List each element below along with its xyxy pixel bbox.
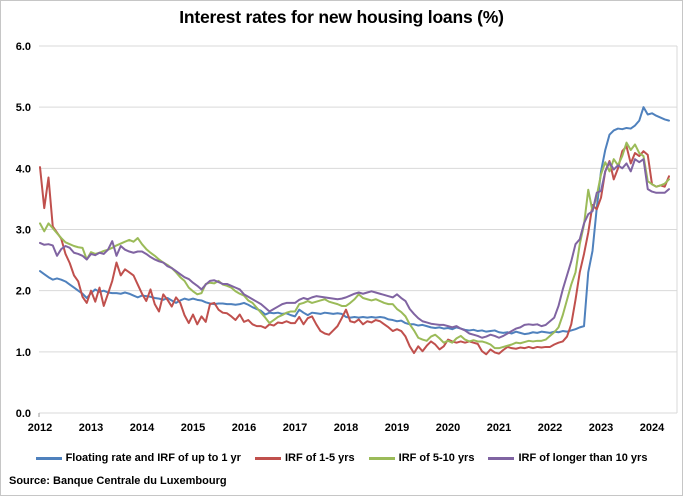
legend-line-swatch [368, 456, 395, 460]
source-note: Source: Banque Centrale du Luxembourg [9, 475, 227, 487]
legend-item: Floating rate and IRF of up to 1 yr [35, 452, 241, 464]
x-axis-tick-label: 2023 [589, 422, 613, 434]
legend-label: IRF of 1-5 yrs [284, 452, 355, 464]
y-axis-tick-label: 6.0 [16, 41, 31, 53]
y-axis-tick-label: 5.0 [16, 102, 31, 114]
x-axis-tick-label: 2020 [436, 422, 460, 434]
y-axis-tick-label: 0.0 [16, 408, 31, 420]
legend-item: IRF of 1-5 yrs [254, 452, 355, 464]
legend-line-swatch [35, 456, 62, 460]
legend-label: IRF of longer than 10 yrs [518, 452, 648, 464]
x-axis-tick-label: 2016 [232, 422, 256, 434]
x-axis-tick-label: 2014 [130, 422, 155, 434]
x-axis-tick-label: 2015 [181, 422, 205, 434]
y-axis-tick-label: 2.0 [16, 286, 31, 298]
y-axis-tick-label: 1.0 [16, 347, 31, 359]
legend-line-swatch [254, 456, 281, 460]
legend-label: IRF of 5-10 yrs [398, 452, 475, 464]
legend-line-swatch [488, 456, 515, 460]
x-axis-tick-label: 2013 [79, 422, 103, 434]
legend-label: Floating rate and IRF of up to 1 yr [65, 452, 241, 464]
series-line [39, 145, 670, 356]
y-axis-tick-label: 3.0 [16, 225, 31, 237]
x-axis-tick-label: 2017 [283, 422, 307, 434]
x-axis-tick-label: 2024 [640, 422, 665, 434]
series-line [39, 106, 670, 336]
x-axis-tick-label: 2022 [538, 422, 562, 434]
x-axis-tick-label: 2018 [334, 422, 358, 434]
series-line [39, 141, 670, 350]
series-line [39, 158, 670, 339]
chart-title: Interest rates for new housing loans (%) [179, 7, 504, 27]
x-axis-tick-label: 2021 [487, 422, 511, 434]
x-axis-tick-label: 2019 [385, 422, 409, 434]
y-axis-tick-label: 4.0 [16, 163, 31, 175]
legend-item: IRF of longer than 10 yrs [488, 452, 647, 464]
line-chart-plot-area: 0.0 1.0 2.0 3.0 4.0 5.0 6.0 2012 2013 2014 2015 201… [16, 41, 678, 434]
x-axis-tick-label: 2012 [28, 422, 52, 434]
legend-item: IRF of 5-10 yrs [368, 452, 475, 464]
chart-legend: Floating rate and IRF of up to 1 yr IRF o… [1, 452, 682, 464]
